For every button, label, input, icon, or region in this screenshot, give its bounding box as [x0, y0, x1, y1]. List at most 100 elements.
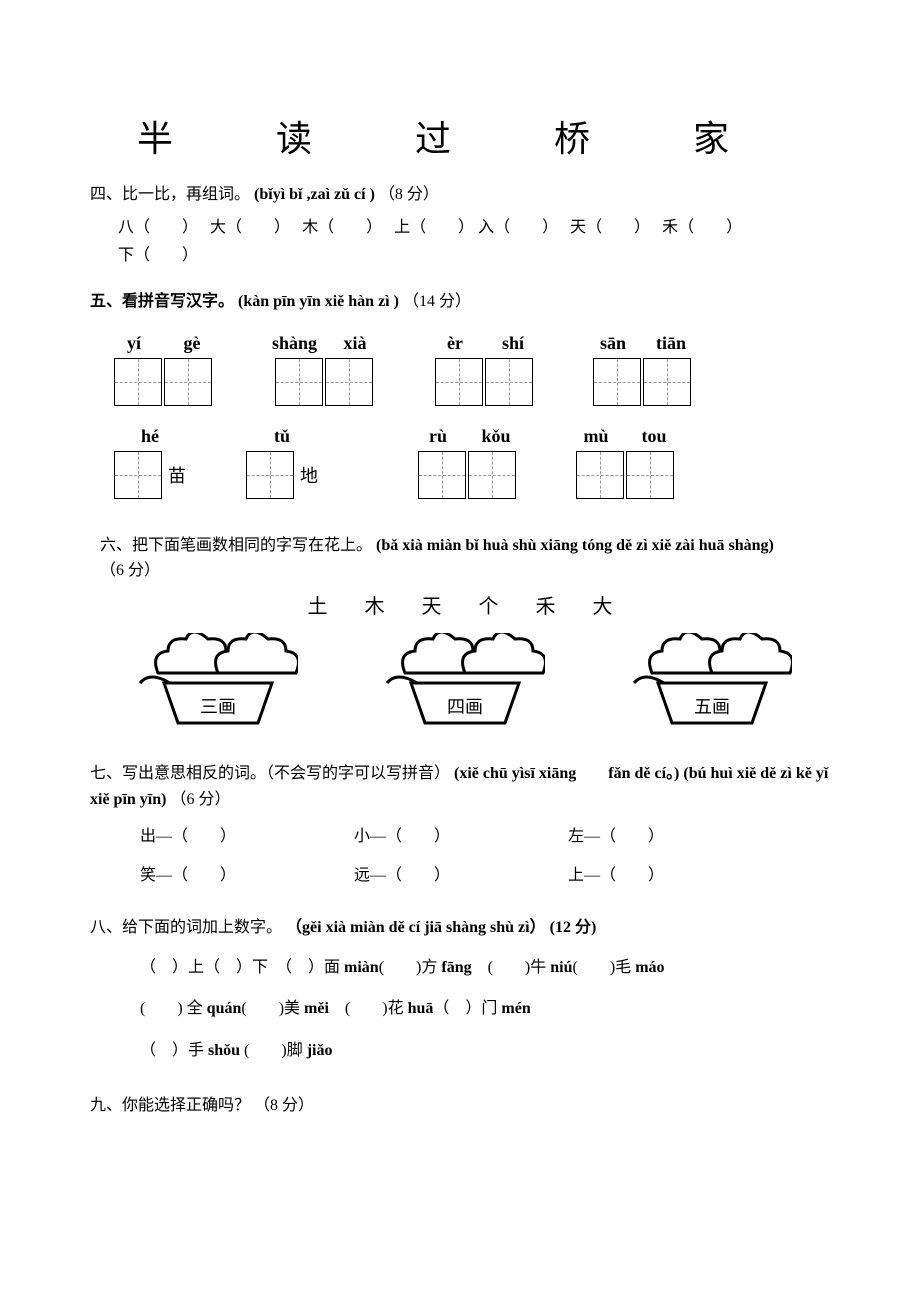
q7-item: 远—（ ）: [354, 857, 564, 895]
q4-item: 大（ ）: [210, 219, 282, 236]
suffix-char: 苗: [168, 462, 186, 488]
q4-item: 禾（ ）: [662, 219, 734, 236]
char: 读: [229, 110, 359, 162]
q8-line1: （ ）上（ ）下 （ ）面 miàn( )方 fāng ( )牛 niú( )毛…: [90, 947, 830, 989]
py: shí: [493, 333, 533, 354]
q6-title: 六、把下面笔画数相同的字写在花上。 (bǎ xià miàn bǐ huà sh…: [90, 533, 830, 584]
q8-title-py: （gěi xià miàn dě cí jiā shàng shù zì）: [286, 919, 546, 936]
q6-title-py: (bǎ xià miàn bǐ huà shù xiāng tóng dě zì…: [376, 537, 774, 554]
tian-box[interactable]: [576, 451, 624, 499]
pinyin-label: yí gè: [114, 333, 212, 354]
tian-box[interactable]: [485, 358, 533, 406]
tian-box[interactable]: [643, 358, 691, 406]
q4-item: 天（ ）: [570, 219, 642, 236]
q9-title: 九、你能选择正确吗？ （8 分）: [90, 1093, 830, 1119]
char: 半: [90, 110, 220, 162]
q4-title: 四、比一比，再组词。 (bǐyì bǐ ,zaì zǔ cí ) （8 分）: [90, 182, 830, 208]
flower-pot-4: 四画: [375, 633, 545, 733]
q9-title-cn: 九、你能选择正确吗？: [90, 1097, 250, 1114]
char: 桥: [507, 110, 637, 162]
write-boxes[interactable]: 苗: [114, 451, 186, 499]
q4-title-py: (bǐyì bǐ ,zaì zǔ cí ): [254, 186, 375, 203]
q8-points: (12 分): [550, 919, 597, 936]
py: tou: [634, 426, 674, 447]
tian-box[interactable]: [418, 451, 466, 499]
q5-title: 五、看拼音写汉字。 (kàn pīn yīn xiě hàn zì ) （14 …: [90, 289, 830, 315]
py: hé: [130, 426, 170, 447]
pinyin-group: hé 苗: [114, 426, 186, 499]
pinyin-group: rù kǒu: [418, 426, 516, 499]
q7-title: 七、写出意思相反的词。（不会写的字可以写拼音） (xiě chū yìsī xi…: [90, 761, 830, 812]
q6-points: （6 分）: [100, 562, 160, 579]
write-boxes[interactable]: [114, 358, 212, 406]
pinyin-label: rù kǒu: [418, 426, 516, 447]
q7-item: 小—（ ）: [354, 818, 564, 856]
q8-title-cn: 八、给下面的词加上数字。: [90, 919, 282, 936]
q9-points: （8 分）: [254, 1097, 314, 1114]
pinyin-label: mù tou: [576, 426, 674, 447]
q5-points: （14 分）: [403, 293, 471, 310]
q4-title-cn: 四、比一比，再组词。: [90, 186, 250, 203]
pot-label: 五画: [694, 697, 730, 717]
pinyin-group: èr shí: [435, 333, 533, 406]
pinyin-group: mù tou: [576, 426, 674, 499]
tian-box[interactable]: [593, 358, 641, 406]
py: sān: [593, 333, 633, 354]
tian-box[interactable]: [275, 358, 323, 406]
q7-row1: 出—（ ） 小—（ ） 左—（ ）: [90, 818, 830, 856]
pot-label: 四画: [447, 697, 483, 717]
py: kǒu: [476, 426, 516, 447]
tian-box[interactable]: [164, 358, 212, 406]
tian-box[interactable]: [626, 451, 674, 499]
tian-box[interactable]: [468, 451, 516, 499]
pinyin-label: hé: [130, 426, 170, 447]
q5-title-cn: 五、看拼音写汉字。: [90, 293, 234, 310]
q7-item: 出—（ ）: [140, 818, 350, 856]
flower-pot-5: 五画: [622, 633, 792, 733]
q6-char: 天: [406, 590, 458, 619]
q7-item: 笑—（ ）: [140, 857, 350, 895]
py: yí: [114, 333, 154, 354]
tian-box[interactable]: [246, 451, 294, 499]
pinyin-group: shàng xià: [272, 333, 375, 406]
tian-box[interactable]: [435, 358, 483, 406]
py: tǔ: [262, 426, 302, 447]
flower-pots: 三画 四画 五画: [90, 633, 830, 733]
q4-item: 八（ ）: [118, 219, 190, 236]
q8-line2: ( ) 全 quán( )美 měi ( )花 huā（ ）门 mén: [90, 988, 830, 1030]
top-characters-row: 半 读 过 桥 家: [90, 90, 830, 172]
write-boxes[interactable]: [275, 358, 373, 406]
tian-box[interactable]: [325, 358, 373, 406]
suffix-char: 地: [300, 462, 318, 488]
q4-item: 木（ ）: [302, 219, 374, 236]
q4-item: 下（ ）: [118, 247, 198, 264]
pinyin-group: tǔ 地: [246, 426, 318, 499]
q7-title-cn: 七、写出意思相反的词。（不会写的字可以写拼音）: [90, 765, 450, 782]
q7-row2: 笑—（ ） 远—（ ） 上—（ ）: [90, 857, 830, 895]
py: rù: [418, 426, 458, 447]
q7-title-py1: (xiě chū yìsī xiāng fǎn dě cí。): [454, 765, 679, 782]
write-boxes[interactable]: [435, 358, 533, 406]
q6-char: 个: [463, 590, 515, 619]
write-boxes[interactable]: [576, 451, 674, 499]
q4-item: 上（ ）: [394, 219, 474, 236]
py: èr: [435, 333, 475, 354]
q7-item: 左—（ ）: [568, 818, 778, 856]
q8-line3: （ ）手 shǒu ( )脚 jiǎo: [90, 1030, 830, 1072]
py: gè: [172, 333, 212, 354]
tian-box[interactable]: [114, 451, 162, 499]
q8-title: 八、给下面的词加上数字。 （gěi xià miàn dě cí jiā shà…: [90, 915, 830, 941]
py: mù: [576, 426, 616, 447]
q7-points: （6 分）: [170, 791, 230, 808]
q6-char: 大: [577, 590, 629, 619]
pinyin-label: shàng xià: [272, 333, 375, 354]
tian-box[interactable]: [114, 358, 162, 406]
pinyin-label: èr shí: [435, 333, 533, 354]
write-boxes[interactable]: [418, 451, 516, 499]
pinyin-label: tǔ: [262, 426, 302, 447]
write-boxes[interactable]: 地: [246, 451, 318, 499]
pinyin-group: yí gè: [114, 333, 212, 406]
q6-char: 禾: [520, 590, 572, 619]
write-boxes[interactable]: [593, 358, 691, 406]
py: shàng: [272, 333, 317, 354]
